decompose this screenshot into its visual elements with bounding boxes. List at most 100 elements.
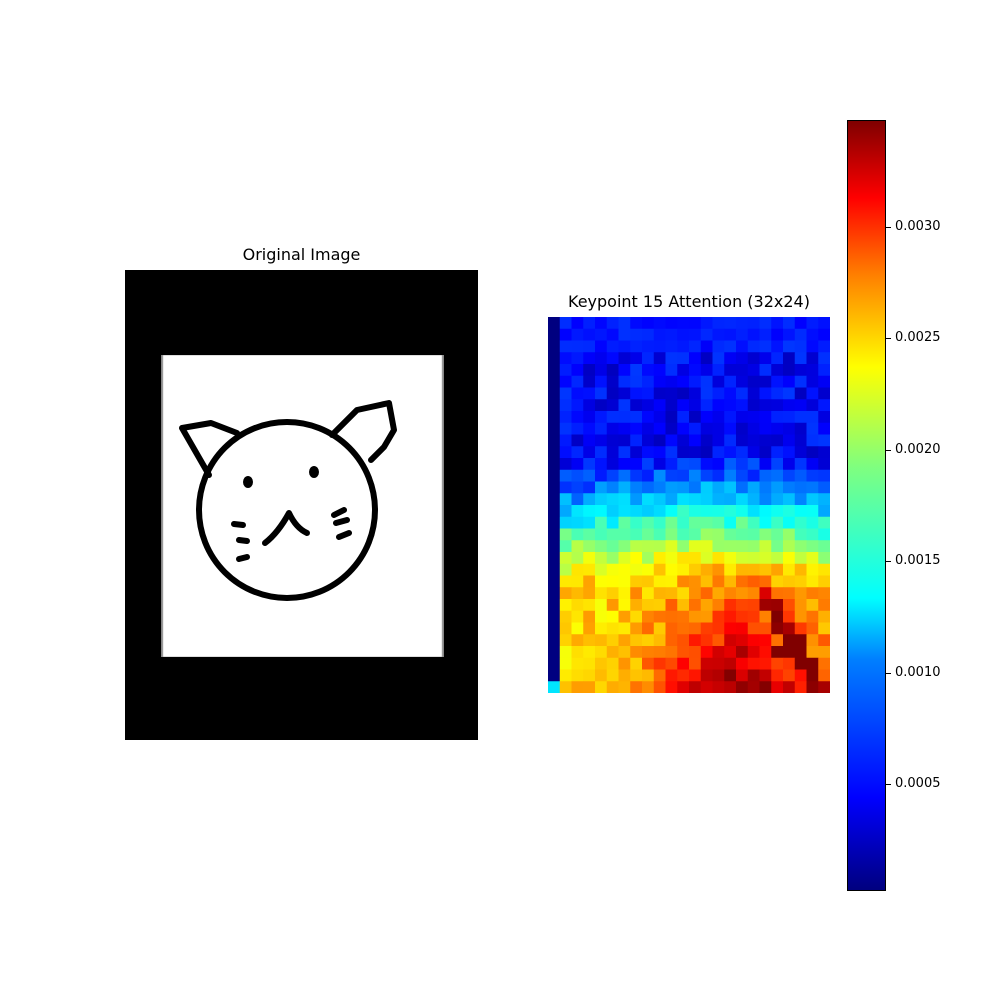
heatmap-cell [736,528,749,541]
heatmap-cell [677,375,690,388]
heatmap-cell [794,364,807,377]
heatmap-cell [548,387,561,400]
heatmap-cell [794,422,807,435]
cat-right-eye [309,466,319,478]
heatmap-cell [818,422,830,435]
heatmap-cell [677,622,690,635]
heatmap-cell [595,681,608,693]
heatmap-cell [712,493,725,506]
heatmap-cell [806,481,819,494]
heatmap-cell [771,563,784,576]
heatmap-cell [689,399,702,412]
heatmap-cell [689,528,702,541]
heatmap-cell [653,411,666,424]
heatmap-cell [771,505,784,518]
heatmap-cell [606,681,619,693]
heatmap-cell [724,575,737,588]
heatmap-cell [583,340,596,353]
heatmap-cell [759,634,772,647]
heatmap-cell [806,505,819,518]
heatmap-cell [747,505,760,518]
heatmap-cell [583,657,596,670]
heatmap-title: Keypoint 15 Attention (32x24) [568,292,810,311]
heatmap-cell [642,434,655,447]
heatmap-cell [618,552,631,565]
heatmap-cell [783,657,796,670]
heatmap-cell [618,493,631,506]
heatmap-cell [700,622,713,635]
heatmap-cell [665,446,678,459]
heatmap-cell [747,411,760,424]
heatmap-cell [736,481,749,494]
heatmap-cell [689,646,702,659]
heatmap-cell [794,493,807,506]
colorbar-tick-label: 0.0030 [895,219,941,234]
heatmap-cell [759,434,772,447]
heatmap-cell [818,446,830,459]
heatmap-cell [653,657,666,670]
cat-right-ear [329,400,397,463]
heatmap-cell [548,587,561,600]
heatmap-cell [759,657,772,670]
heatmap-cell [618,528,631,541]
heatmap-cell [771,434,784,447]
heatmap-cell [595,458,608,471]
heatmap-cell [571,540,584,553]
heatmap-cell [689,422,702,435]
heatmap-cell [759,563,772,576]
heatmap-cell [794,411,807,424]
heatmap-cell [559,317,572,330]
heatmap-cell [818,552,830,565]
heatmap-cell [583,516,596,529]
heatmap-cell [689,411,702,424]
heatmap-cell [759,458,772,471]
heatmap-cell [642,328,655,341]
heatmap-cell [559,657,572,670]
heatmap-cell [548,622,561,635]
heatmap-cell [700,375,713,388]
heatmap-cell [724,634,737,647]
heatmap-cell [783,610,796,623]
cat-left-ear [179,420,240,478]
heatmap-cell [559,422,572,435]
heatmap-cell [642,340,655,353]
heatmap-cell [736,493,749,506]
heatmap-cell [818,411,830,424]
heatmap-cell [606,610,619,623]
heatmap-cell [783,563,796,576]
heatmap-cell [630,317,643,330]
heatmap-cell [759,599,772,612]
heatmap-cell [712,622,725,635]
heatmap-cell [559,458,572,471]
heatmap-cell [771,599,784,612]
heatmap-cell [653,552,666,565]
heatmap-cell [818,622,830,635]
heatmap-cell [653,422,666,435]
heatmap-cell [618,575,631,588]
heatmap-cell [630,340,643,353]
heatmap-cell [665,634,678,647]
heatmap-cell [747,599,760,612]
heatmap-cell [606,622,619,635]
heatmap-cell [712,399,725,412]
heatmap-cell [618,587,631,600]
heatmap-cell [806,328,819,341]
heatmap-cell [724,364,737,377]
heatmap-cell [794,458,807,471]
heatmap-cell [759,481,772,494]
heatmap-cell [653,540,666,553]
heatmap-cell [642,622,655,635]
heatmap-cell [642,411,655,424]
heatmap-cell [724,528,737,541]
heatmap-cell [677,434,690,447]
heatmap-cell [759,622,772,635]
heatmap-cell [689,610,702,623]
heatmap-cell [642,446,655,459]
heatmap-cell [700,317,713,330]
heatmap-cell [653,587,666,600]
heatmap-cell [642,610,655,623]
heatmap-cell [559,622,572,635]
heatmap-cell [677,469,690,482]
heatmap-cell [571,340,584,353]
heatmap-cell [759,399,772,412]
